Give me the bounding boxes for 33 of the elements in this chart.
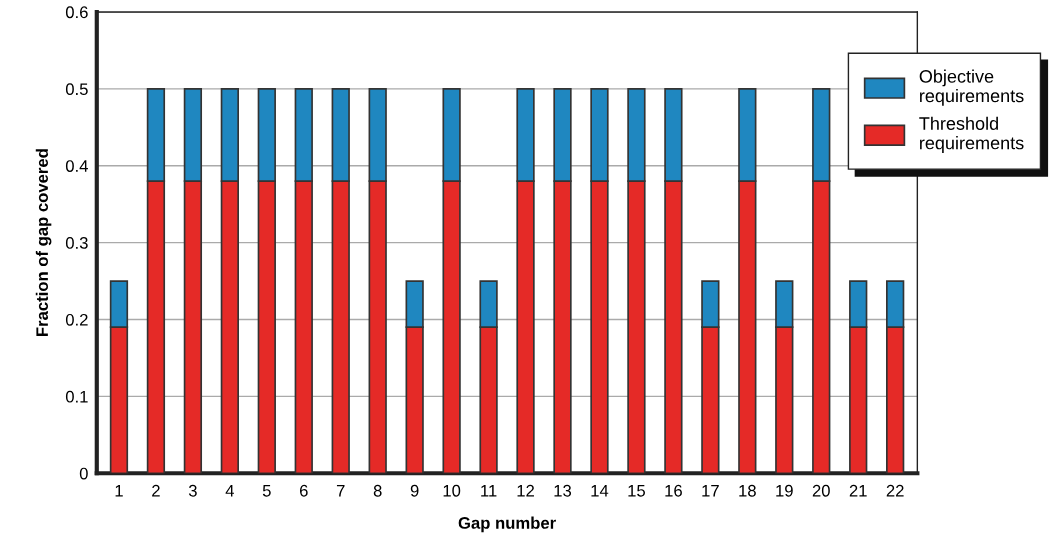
x-tick-label: 6: [299, 484, 308, 497]
legend-label: Threshold requirements: [919, 116, 1024, 153]
x-tick-label: 19: [776, 484, 793, 497]
x-tick-label: 15: [628, 485, 645, 497]
x-tick-label: 12: [517, 484, 534, 497]
x-tick-label: 22: [886, 484, 904, 497]
y-tick-label: 0.6: [65, 6, 88, 19]
y-tick-label: 0.1: [65, 390, 88, 403]
x-tick-label: 16: [665, 484, 682, 497]
x-tick-label: 13: [554, 484, 572, 497]
x-tick-label: 3: [188, 484, 197, 497]
y-tick-label: 0.2: [65, 313, 88, 326]
x-tick-label: 8: [373, 484, 382, 497]
x-axis-title: Gap number: [458, 516, 556, 533]
x-tick-label: 11: [481, 485, 497, 497]
y-tick-label: 0.5: [65, 83, 88, 96]
y-axis-title: Fraction of gap covered: [35, 149, 52, 336]
y-tick-label: 0.3: [65, 237, 88, 249]
x-tick-label: 10: [443, 484, 461, 497]
x-tick-label: 1: [115, 485, 123, 497]
y-tick-label: 0.4: [65, 160, 88, 172]
x-tick-label: 5: [262, 485, 271, 497]
x-tick-label: 14: [591, 485, 609, 497]
x-tick-label: 17: [702, 485, 719, 497]
y-tick-label: 0: [79, 467, 88, 480]
x-tick-label: 9: [410, 484, 419, 497]
x-tick-label: 7: [336, 485, 345, 497]
x-tick-label: 4: [225, 485, 234, 497]
x-tick-label: 2: [152, 484, 160, 497]
x-tick-label: 21: [849, 484, 867, 497]
x-tick-label: 18: [739, 484, 756, 497]
x-tick-label: 20: [812, 484, 830, 497]
legend-label: Objective requirements: [919, 69, 1024, 106]
